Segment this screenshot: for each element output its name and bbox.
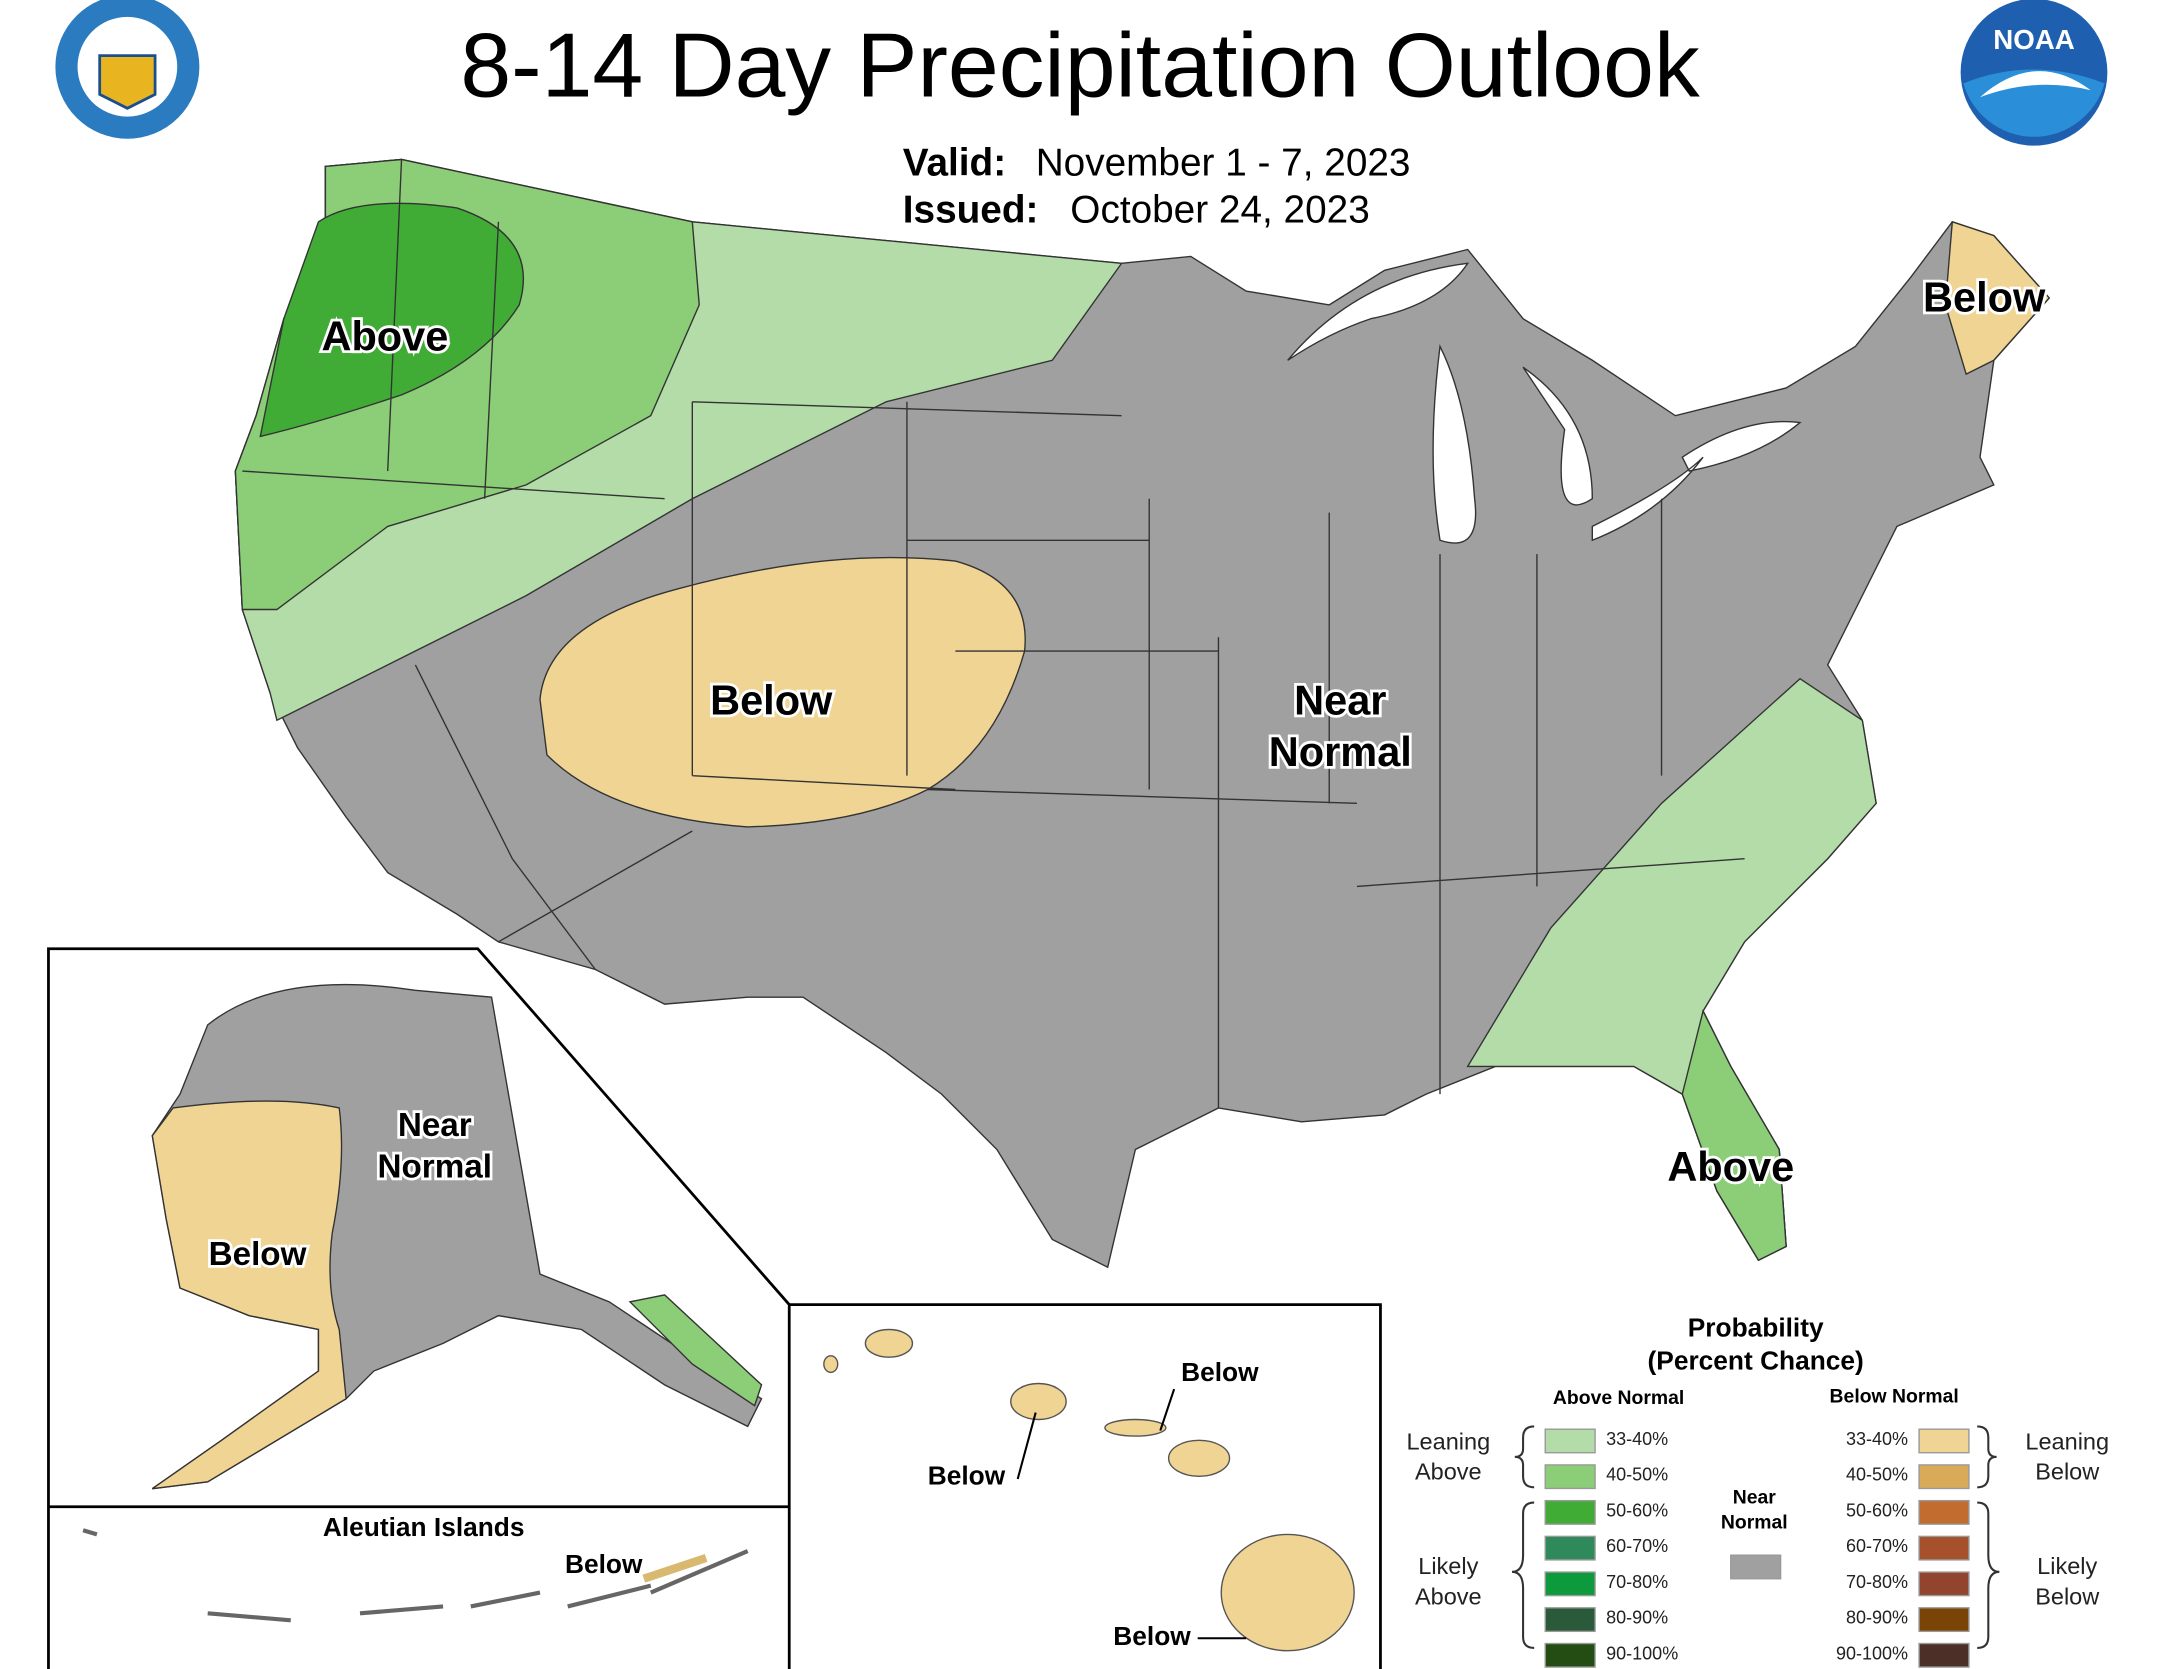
legend-label: 80-90% — [1606, 1608, 1668, 1628]
map-label: Below — [928, 1461, 1006, 1491]
legend-braces — [1511, 1425, 2000, 1649]
map-label: Below — [1923, 274, 2046, 321]
legend-near: Near — [1733, 1487, 1777, 1509]
legend-swatch — [1544, 1464, 1596, 1490]
legend-swatch — [1544, 1642, 1596, 1668]
map-label: Above — [321, 312, 448, 359]
hawaii — [823, 1328, 1355, 1652]
legend-swatch — [1544, 1428, 1596, 1454]
map-label: Normal — [378, 1149, 492, 1186]
legend-swatch — [1918, 1607, 1970, 1633]
legend-swatch — [1918, 1535, 1970, 1561]
alaska-above — [628, 1294, 763, 1407]
legend-group: Leaning — [1406, 1428, 1490, 1454]
legend-label: 60-70% — [1846, 1536, 1908, 1556]
commerce-seal — [55, 0, 200, 139]
legend-group: Likely — [2037, 1553, 2097, 1579]
legend-label: 80-90% — [1846, 1608, 1908, 1628]
legend-swatch — [1544, 1499, 1596, 1525]
noaa-logo: NOAA — [1960, 0, 2108, 146]
legend-swatch — [1918, 1642, 1970, 1668]
legend-swatch — [1918, 1571, 1970, 1597]
leaning-above-florida — [1681, 1009, 1787, 1262]
legend-label: 90-100% — [1836, 1643, 1908, 1663]
legend-swatch — [1918, 1499, 1970, 1525]
aleutian-below — [642, 1554, 708, 1583]
legend-label: 40-50% — [1846, 1465, 1908, 1485]
legend-label: 90-100% — [1606, 1643, 1678, 1663]
legend-swatch — [1918, 1428, 1970, 1454]
inset-frame — [47, 947, 1382, 1669]
likely-above-oregon — [259, 202, 524, 438]
legend-swatch — [1544, 1535, 1596, 1561]
valid-date: November 1 - 7, 2023 — [1036, 141, 1411, 184]
state-borders — [242, 159, 1745, 1108]
legend-label: 70-80% — [1846, 1572, 1908, 1592]
map-label: Below — [209, 1236, 307, 1273]
conus — [234, 158, 2051, 1269]
legend-group: Above — [1415, 1583, 1482, 1609]
map-label: Near — [1294, 677, 1386, 724]
alaska-below — [151, 1100, 347, 1490]
legend: Probability (Percent Chance) Above Norma… — [1406, 1312, 2109, 1668]
legend-title: (Percent Chance) — [1648, 1346, 1864, 1376]
inset-title: Aleutian Islands — [323, 1512, 525, 1542]
legend-label: 60-70% — [1606, 1536, 1668, 1556]
legend-label: 50-60% — [1846, 1500, 1908, 1520]
legend-label: 40-50% — [1606, 1465, 1668, 1485]
map-label: Above — [1667, 1143, 1794, 1190]
map-label: Near — [398, 1107, 472, 1144]
legend-swatch — [1918, 1464, 1970, 1490]
alaska — [151, 983, 763, 1490]
pointer-lines — [1016, 1388, 1247, 1640]
map-label: Below — [1113, 1621, 1191, 1651]
legend-header: Above Normal — [1553, 1387, 1684, 1409]
map-label: Below — [710, 677, 833, 724]
legend-label: 70-80% — [1606, 1572, 1668, 1592]
title: 8-14 Day Precipitation Outlook — [460, 14, 1700, 116]
legend-label: 50-60% — [1606, 1500, 1668, 1520]
legend-group: Below — [2035, 1459, 2100, 1485]
map-label: Normal — [1269, 728, 1412, 775]
aleutian-islands — [82, 1528, 749, 1623]
legend-swatch — [1544, 1571, 1596, 1597]
legend-group: Above — [1415, 1459, 1482, 1485]
issued-date: October 24, 2023 — [1070, 188, 1369, 231]
great-lakes — [1287, 262, 1802, 544]
legend-swatch — [1544, 1607, 1596, 1633]
noaa-text: NOAA — [1993, 24, 2075, 55]
legend-label: 33-40% — [1606, 1429, 1668, 1449]
legend-group: Leaning — [2025, 1428, 2109, 1454]
legend-label: 33-40% — [1846, 1429, 1908, 1449]
legend-swatch — [1730, 1554, 1782, 1580]
issued-label: Issued: — [903, 188, 1039, 231]
legend-near: Normal — [1721, 1511, 1788, 1533]
map-label: Below — [1181, 1357, 1259, 1387]
legend-title: Probability — [1688, 1312, 1824, 1342]
leaning-below-maine — [1944, 220, 2051, 376]
legend-header: Below Normal — [1830, 1385, 1959, 1407]
valid-label: Valid: — [903, 141, 1006, 184]
legend-group: Below — [2035, 1583, 2100, 1609]
legend-group: Likely — [1418, 1553, 1478, 1579]
map-label: Below — [565, 1549, 643, 1579]
